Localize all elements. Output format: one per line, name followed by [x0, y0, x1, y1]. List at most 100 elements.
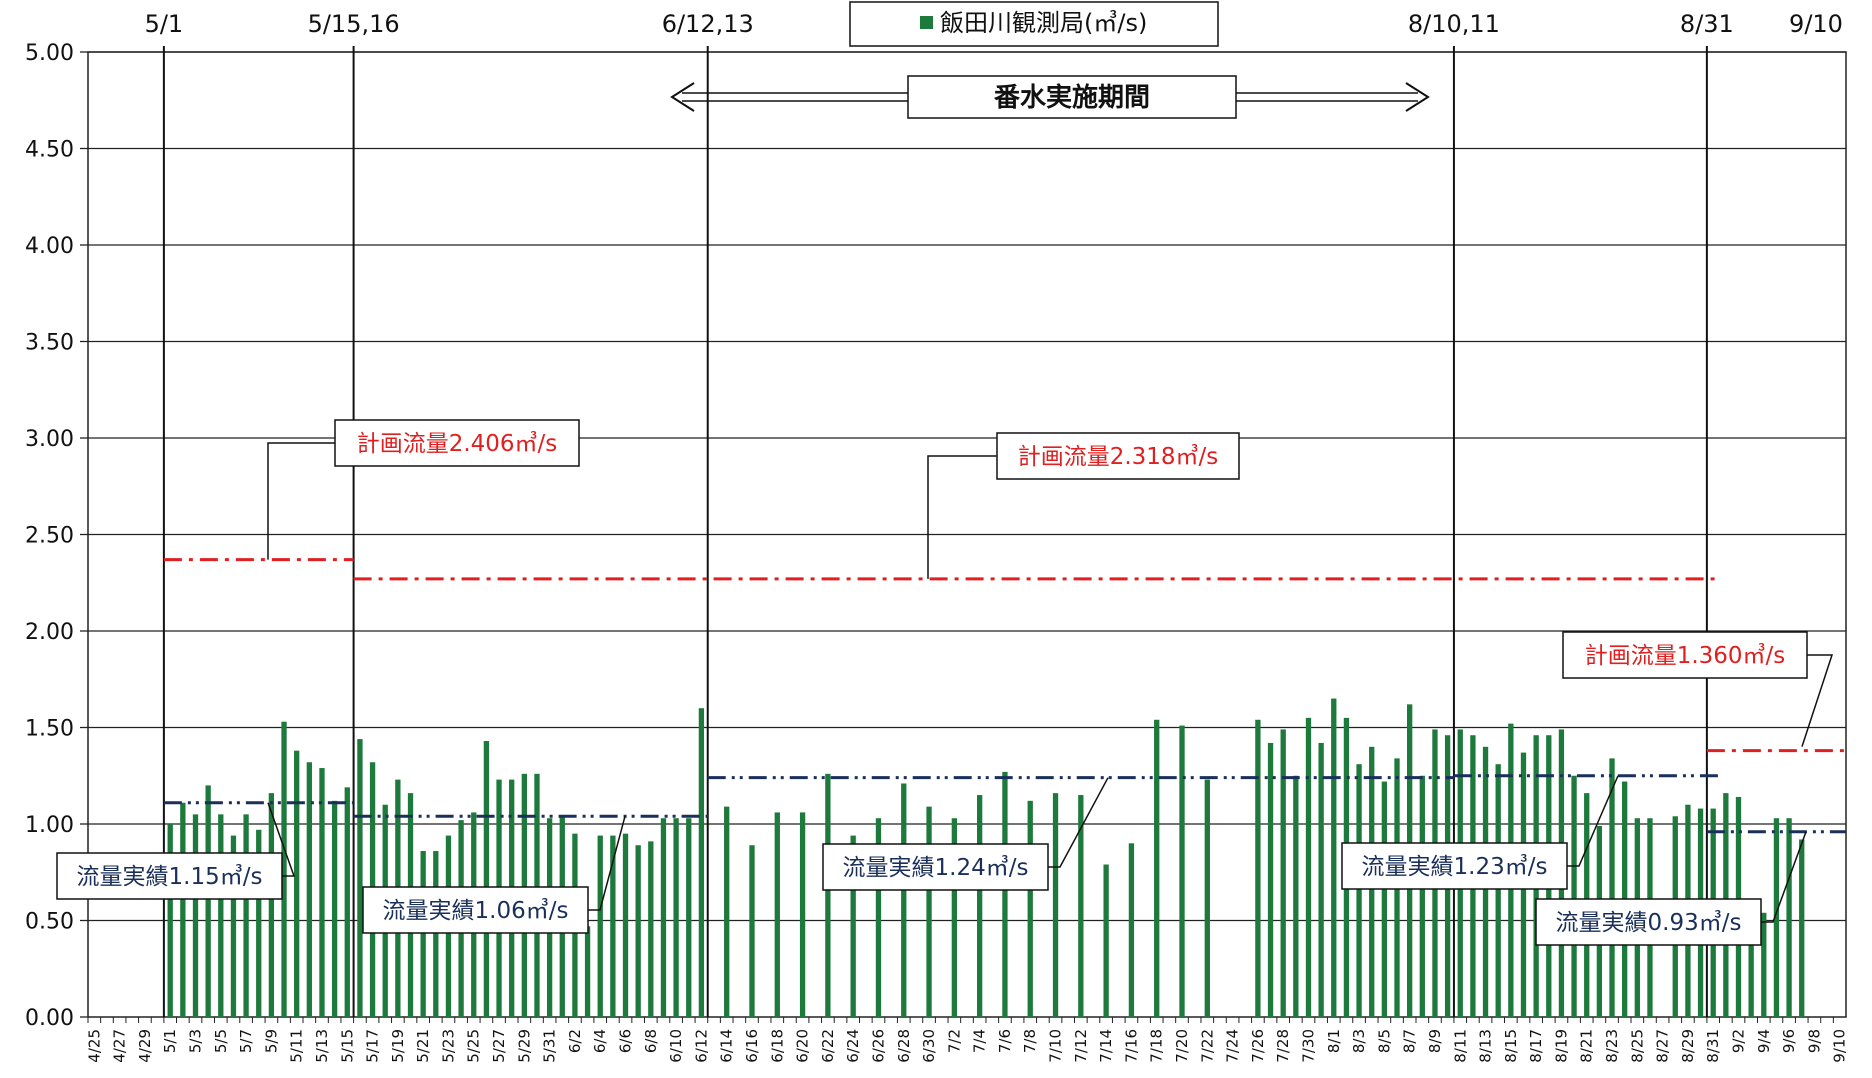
x-tick-label: 8/29	[1679, 1029, 1697, 1063]
bar	[850, 835, 856, 1017]
x-tick-label: 6/20	[794, 1029, 812, 1063]
bar	[698, 708, 705, 1017]
x-tick-label: 8/25	[1628, 1029, 1646, 1063]
x-tick-label: 5/3	[187, 1029, 205, 1053]
plan-label-box	[334, 419, 580, 467]
top-date-label: 8/10,11	[1408, 10, 1500, 38]
bar	[1027, 800, 1033, 1017]
bar	[660, 818, 667, 1017]
bar	[433, 851, 439, 1017]
x-tick-label: 9/10	[1831, 1029, 1849, 1063]
x-tick-label: 8/19	[1552, 1029, 1570, 1063]
actual-leader-line	[1048, 777, 1109, 868]
bar	[724, 806, 730, 1017]
x-tick-label: 4/25	[85, 1029, 103, 1063]
bar	[294, 750, 300, 1017]
bar	[825, 773, 831, 1017]
bar	[926, 806, 932, 1017]
x-tick-label: 8/21	[1578, 1029, 1596, 1063]
period-arrow-head-right	[1405, 82, 1430, 112]
top-date-label: 5/1	[145, 10, 184, 38]
y-tick-label: 1.00	[25, 813, 74, 838]
y-tick-label: 2.50	[25, 524, 74, 549]
bar	[1128, 843, 1135, 1017]
bar	[420, 851, 426, 1017]
bar	[648, 841, 654, 1017]
x-tick-label: 5/7	[237, 1029, 255, 1053]
x-tick-label: 6/4	[591, 1029, 609, 1053]
x-tick-label: 7/8	[1021, 1029, 1039, 1053]
plan-label: 計画流量1.360㎥/s	[1585, 642, 1786, 669]
bar	[1255, 719, 1261, 1017]
actual-label: 流量実績0.93㎥/s	[1556, 909, 1742, 936]
bar	[1318, 742, 1324, 1017]
x-tick-label: 8/31	[1704, 1029, 1722, 1063]
x-tick-label: 6/14	[718, 1029, 736, 1063]
x-tick-label: 7/28	[1274, 1029, 1292, 1063]
x-tick-label: 6/16	[743, 1029, 761, 1063]
actual-label-box	[822, 843, 1049, 891]
x-tick-label: 6/22	[819, 1029, 837, 1063]
x-tick-label: 7/16	[1122, 1029, 1140, 1063]
x-tick-label: 8/11	[1451, 1029, 1469, 1063]
x-tick-label: 9/8	[1805, 1029, 1823, 1053]
top-date-label: 5/15,16	[308, 10, 400, 38]
x-tick-label: 5/17	[364, 1029, 382, 1063]
bar	[584, 926, 591, 1017]
period-label: 番水実施期間	[994, 82, 1150, 113]
bar	[230, 835, 237, 1017]
plan-label: 計画流量2.318㎥/s	[1018, 443, 1219, 470]
x-tick-label: 6/2	[566, 1029, 584, 1053]
plan-label-box	[1562, 631, 1808, 679]
x-tick-label: 8/5	[1375, 1029, 1393, 1053]
x-tick-label: 5/27	[490, 1029, 508, 1063]
y-tick-label: 0.00	[25, 1006, 74, 1031]
x-tick-label: 5/11	[288, 1029, 306, 1063]
y-tick-label: 2.00	[25, 620, 74, 645]
top-date-label: 8/31	[1680, 10, 1734, 38]
x-tick-label: 6/30	[920, 1029, 938, 1063]
bar	[686, 818, 692, 1017]
x-tick-label: 7/4	[971, 1029, 989, 1053]
legend-label: 飯田川観測局(㎥/s)	[940, 9, 1147, 37]
x-tick-label: 8/27	[1654, 1029, 1672, 1063]
bar	[1267, 742, 1274, 1017]
bar	[1381, 781, 1388, 1017]
x-tick-label: 7/22	[1198, 1029, 1216, 1063]
bar	[1179, 725, 1185, 1017]
x-tick-label: 6/26	[869, 1029, 887, 1063]
x-tick-label: 7/26	[1249, 1029, 1267, 1063]
bar	[610, 835, 616, 1017]
x-tick-label: 5/19	[389, 1029, 407, 1063]
x-tick-label: 7/2	[945, 1029, 963, 1053]
bar	[799, 812, 806, 1017]
actual-label-box	[1341, 842, 1568, 890]
x-tick-label: 6/8	[642, 1029, 660, 1053]
bar	[1204, 779, 1210, 1017]
bar	[1103, 864, 1109, 1017]
y-tick-label: 3.00	[25, 427, 74, 452]
bar	[1748, 920, 1754, 1017]
bar	[344, 787, 350, 1017]
x-tick-label: 6/24	[844, 1029, 862, 1063]
bar	[205, 785, 211, 1017]
bar	[1002, 771, 1008, 1017]
y-tick-label: 3.50	[25, 331, 74, 356]
bar	[1293, 775, 1299, 1017]
x-tick-label: 7/10	[1047, 1029, 1065, 1063]
actual-label-box	[56, 852, 283, 900]
bar	[357, 739, 363, 1017]
bar	[622, 833, 629, 1017]
bar	[1571, 775, 1577, 1017]
legend-box	[849, 1, 1219, 47]
bar	[180, 802, 186, 1017]
x-tick-label: 5/13	[313, 1029, 331, 1063]
x-tick-label: 7/12	[1072, 1029, 1090, 1063]
bar	[1495, 764, 1501, 1017]
x-tick-label: 6/18	[768, 1029, 786, 1063]
bar	[167, 824, 173, 1017]
actual-leader-line	[1567, 775, 1619, 867]
y-tick-label: 5.00	[25, 41, 74, 66]
x-tick-label: 7/24	[1224, 1029, 1242, 1063]
